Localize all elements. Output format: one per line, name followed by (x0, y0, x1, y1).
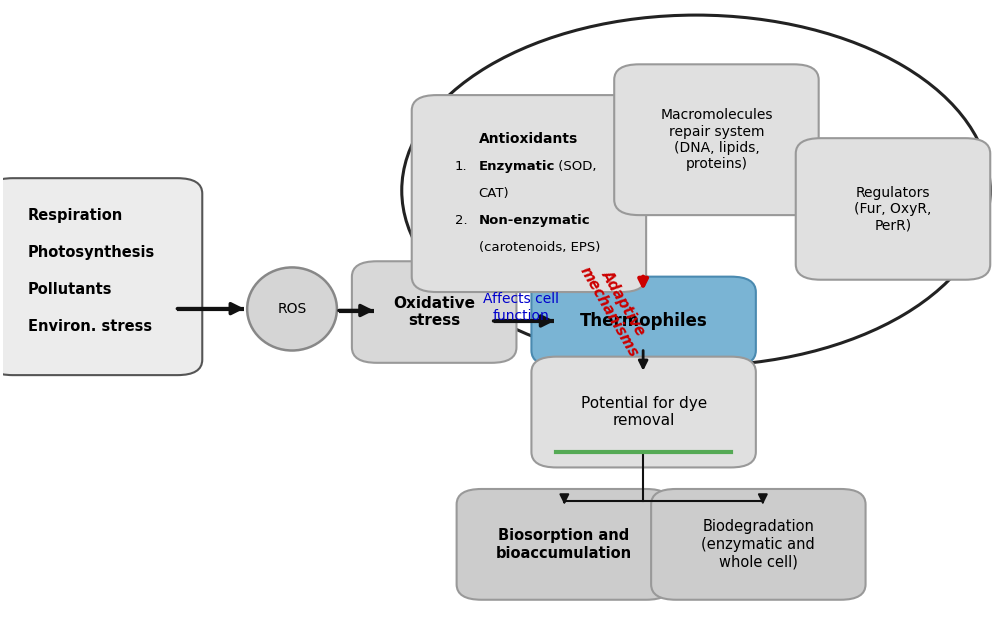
FancyBboxPatch shape (531, 356, 756, 468)
Text: Potential for dye
removal: Potential for dye removal (580, 396, 706, 428)
Text: (carotenoids, EPS): (carotenoids, EPS) (478, 241, 599, 254)
FancyBboxPatch shape (795, 138, 989, 279)
Text: 2.: 2. (454, 214, 467, 227)
Text: Oxidative
stress: Oxidative stress (393, 296, 475, 329)
FancyBboxPatch shape (613, 65, 818, 215)
FancyBboxPatch shape (531, 276, 756, 366)
FancyBboxPatch shape (456, 489, 670, 600)
Text: Non-enzymatic: Non-enzymatic (478, 214, 589, 227)
Text: Macromolecules
repair system
(DNA, lipids,
proteins): Macromolecules repair system (DNA, lipid… (659, 109, 772, 171)
Text: Environ. stress: Environ. stress (28, 319, 151, 334)
Text: (SOD,: (SOD, (554, 160, 596, 173)
FancyBboxPatch shape (411, 95, 645, 292)
Text: Adaptive
mechanisms: Adaptive mechanisms (576, 255, 655, 360)
Text: 1.: 1. (454, 160, 467, 173)
Text: Respiration: Respiration (28, 208, 123, 223)
Text: Thermophiles: Thermophiles (579, 312, 706, 330)
Ellipse shape (246, 268, 337, 350)
Text: Enzymatic: Enzymatic (478, 160, 554, 173)
Text: Antioxidants: Antioxidants (479, 132, 578, 146)
FancyBboxPatch shape (352, 261, 516, 363)
FancyBboxPatch shape (0, 178, 202, 375)
Text: Affects cell
function: Affects cell function (483, 292, 559, 322)
Text: Biodegradation
(enzymatic and
whole cell): Biodegradation (enzymatic and whole cell… (700, 520, 815, 569)
Text: CAT): CAT) (478, 187, 509, 200)
Text: Regulators
(Fur, OxyR,
PerR): Regulators (Fur, OxyR, PerR) (854, 186, 931, 232)
FancyBboxPatch shape (650, 489, 865, 600)
Text: ROS: ROS (278, 302, 307, 316)
Text: Photosynthesis: Photosynthesis (28, 245, 155, 260)
Text: Pollutants: Pollutants (28, 282, 112, 297)
Text: Biosorption and
bioaccumulation: Biosorption and bioaccumulation (495, 528, 631, 561)
